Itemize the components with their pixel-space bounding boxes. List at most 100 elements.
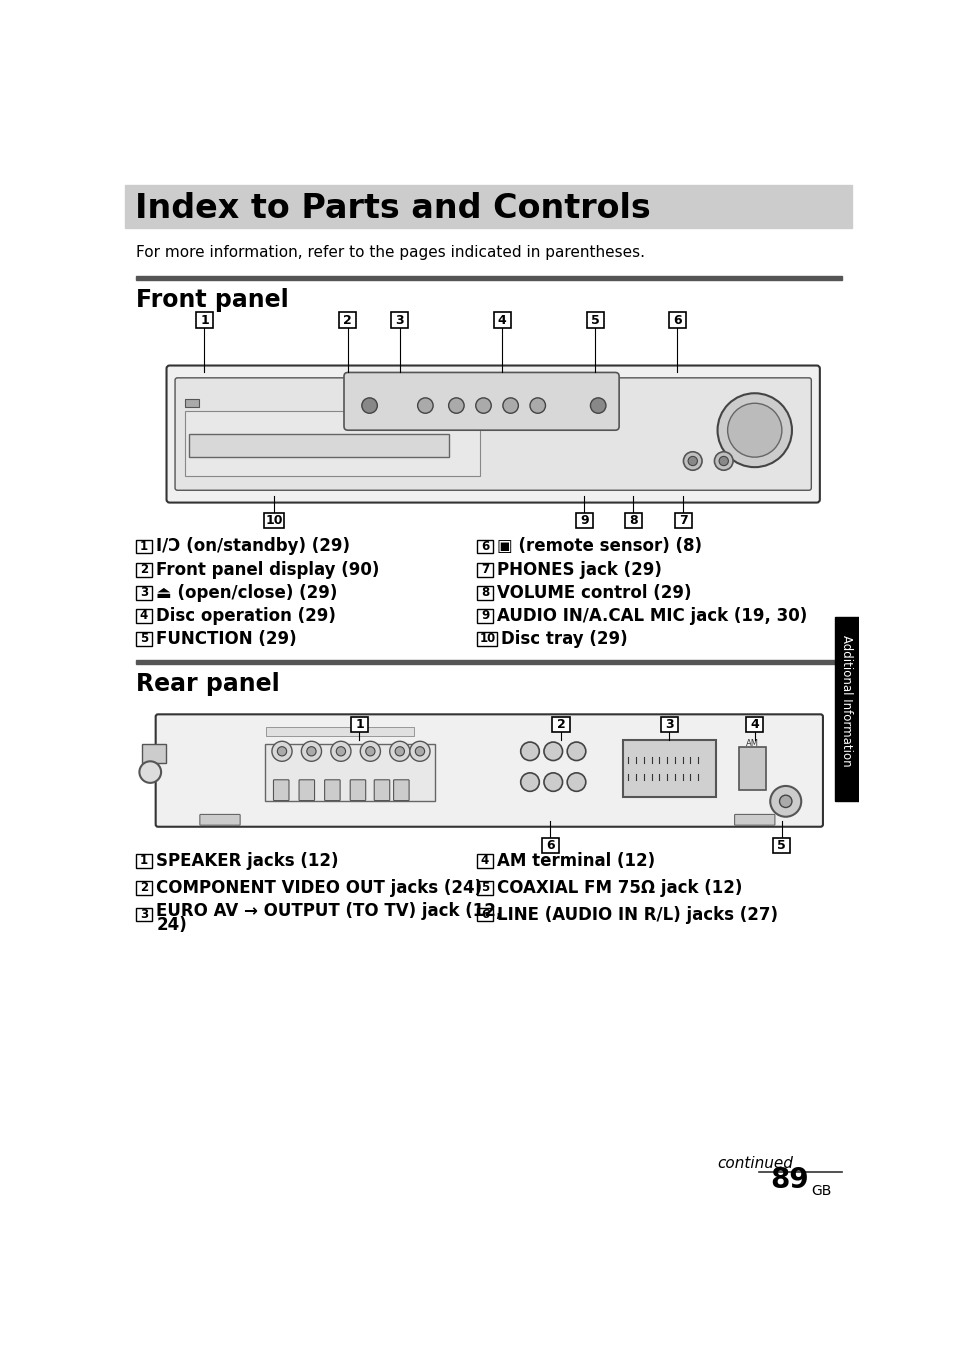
Circle shape	[307, 746, 315, 756]
Circle shape	[727, 403, 781, 457]
Bar	[136, 585, 152, 599]
Circle shape	[410, 741, 430, 761]
Bar	[476, 907, 493, 922]
Text: 3: 3	[664, 718, 673, 731]
Circle shape	[395, 746, 404, 756]
Text: 4: 4	[750, 718, 759, 731]
Bar	[674, 512, 691, 529]
Text: 5: 5	[480, 882, 489, 894]
Text: 4: 4	[480, 854, 489, 867]
Text: Disc tray (29): Disc tray (29)	[500, 630, 627, 648]
Text: I/Ɔ (on/standby) (29): I/Ɔ (on/standby) (29)	[155, 538, 350, 556]
FancyBboxPatch shape	[155, 714, 822, 827]
Text: continued: continued	[717, 1156, 793, 1171]
Bar	[136, 660, 841, 664]
Bar	[136, 608, 152, 623]
Circle shape	[714, 452, 732, 470]
Text: 5: 5	[590, 314, 598, 327]
Text: For more information, refer to the pages indicated in parentheses.: For more information, refer to the pages…	[136, 246, 644, 261]
Bar	[476, 880, 493, 895]
Circle shape	[520, 742, 538, 761]
Bar	[391, 312, 408, 327]
Bar	[189, 434, 448, 457]
Text: 10: 10	[478, 633, 495, 645]
Text: AM terminal (12): AM terminal (12)	[497, 852, 654, 869]
Circle shape	[476, 397, 491, 414]
Circle shape	[682, 452, 701, 470]
Circle shape	[277, 746, 286, 756]
Bar	[339, 312, 356, 327]
Text: 9: 9	[579, 514, 588, 527]
Bar	[266, 726, 414, 735]
Bar	[668, 312, 685, 327]
FancyBboxPatch shape	[298, 780, 314, 800]
Text: 10: 10	[265, 514, 283, 527]
Circle shape	[719, 457, 728, 465]
Text: Front panel: Front panel	[136, 288, 289, 312]
Text: Disc operation (29): Disc operation (29)	[155, 607, 335, 625]
Text: 3: 3	[140, 587, 148, 599]
Circle shape	[779, 795, 791, 807]
FancyBboxPatch shape	[167, 365, 819, 503]
Bar	[739, 748, 765, 790]
Text: 2: 2	[343, 314, 352, 327]
Text: 3: 3	[140, 909, 148, 921]
Bar	[125, 185, 852, 227]
Bar	[476, 853, 493, 868]
FancyBboxPatch shape	[324, 780, 340, 800]
FancyBboxPatch shape	[274, 780, 289, 800]
Bar	[264, 512, 284, 529]
Circle shape	[139, 761, 161, 783]
Circle shape	[417, 397, 433, 414]
Bar	[575, 512, 592, 529]
Bar	[552, 717, 569, 731]
Circle shape	[530, 397, 545, 414]
Bar	[265, 744, 435, 802]
Text: COAXIAL FM 75Ω jack (12): COAXIAL FM 75Ω jack (12)	[497, 879, 741, 896]
Bar	[185, 399, 199, 407]
Bar	[835, 617, 858, 802]
Text: 7: 7	[480, 562, 489, 576]
Text: 5: 5	[140, 633, 148, 645]
Text: 89: 89	[770, 1165, 808, 1194]
Text: 24): 24)	[156, 917, 187, 934]
Bar	[745, 717, 762, 731]
Text: LINE (AUDIO IN R/L) jacks (27): LINE (AUDIO IN R/L) jacks (27)	[497, 906, 777, 923]
Circle shape	[717, 393, 791, 468]
Bar	[660, 717, 678, 731]
Circle shape	[335, 746, 345, 756]
Bar	[476, 608, 493, 623]
Text: Rear panel: Rear panel	[136, 672, 280, 696]
Circle shape	[331, 741, 351, 761]
Text: SPEAKER jacks (12): SPEAKER jacks (12)	[156, 852, 338, 869]
Circle shape	[687, 457, 697, 465]
Bar	[493, 312, 510, 327]
Bar	[136, 276, 841, 280]
Bar	[136, 631, 152, 646]
Text: 2: 2	[140, 882, 148, 894]
Text: Front panel display (90): Front panel display (90)	[155, 561, 378, 579]
Text: Index to Parts and Controls: Index to Parts and Controls	[134, 192, 650, 224]
Text: 6: 6	[672, 314, 680, 327]
Text: 6: 6	[545, 838, 554, 852]
FancyBboxPatch shape	[174, 377, 810, 491]
Bar	[476, 539, 493, 553]
Circle shape	[415, 746, 424, 756]
Text: 6: 6	[480, 539, 489, 553]
Circle shape	[502, 397, 517, 414]
Circle shape	[567, 742, 585, 761]
Circle shape	[543, 742, 562, 761]
Circle shape	[520, 773, 538, 791]
Text: COMPONENT VIDEO OUT jacks (24): COMPONENT VIDEO OUT jacks (24)	[156, 879, 482, 896]
Circle shape	[365, 746, 375, 756]
Circle shape	[390, 741, 410, 761]
Text: GB: GB	[810, 1184, 831, 1198]
Bar	[476, 631, 497, 646]
FancyBboxPatch shape	[394, 780, 409, 800]
Text: ▣ (remote sensor) (8): ▣ (remote sensor) (8)	[497, 538, 701, 556]
Text: AUDIO IN/A.CAL MIC jack (19, 30): AUDIO IN/A.CAL MIC jack (19, 30)	[497, 607, 806, 625]
Circle shape	[543, 773, 562, 791]
Bar	[185, 411, 479, 476]
FancyBboxPatch shape	[199, 814, 240, 825]
Text: EURO AV → OUTPUT (TO TV) jack (12,: EURO AV → OUTPUT (TO TV) jack (12,	[156, 902, 502, 921]
